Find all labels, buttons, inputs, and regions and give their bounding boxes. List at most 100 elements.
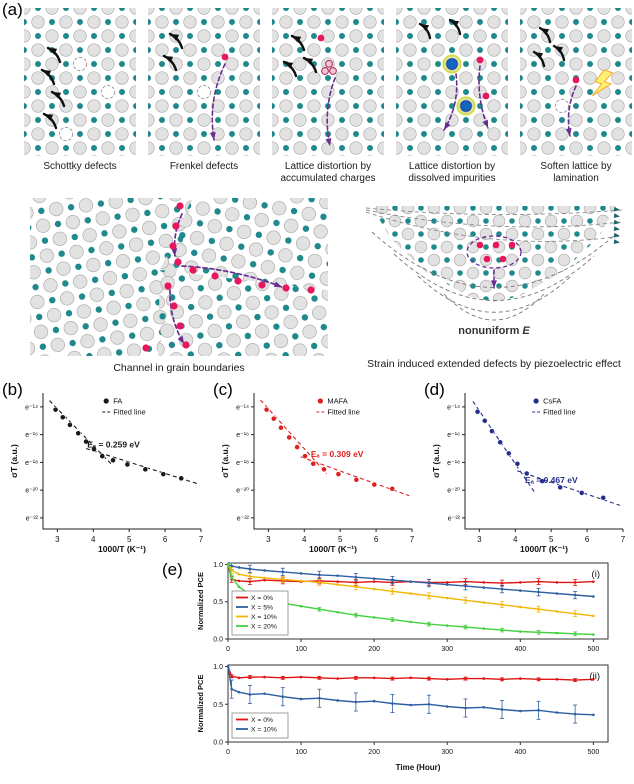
migrating-ion-icon <box>172 222 180 230</box>
svg-text:500: 500 <box>588 646 600 653</box>
migrating-ion-icon <box>282 284 290 292</box>
schottky-defects-diagram <box>24 8 136 156</box>
accumulated-charges-panel: Lattice distortion by accumulated charge… <box>272 8 384 185</box>
svg-text:400: 400 <box>514 749 526 756</box>
svg-text:7: 7 <box>199 535 204 544</box>
schottky-caption: Schottky defects <box>43 161 117 172</box>
svg-text:1.0: 1.0 <box>213 664 223 671</box>
lamination-caption: Soften lattice by lamination <box>540 161 612 185</box>
pce-stability-section: (e) 0 100 200 300 400 500 0.0 0.5 1.0 Normalized … <box>160 558 616 774</box>
svg-text:e⁻¹⁸: e⁻¹⁸ <box>447 460 460 467</box>
svg-text:1000/T (K⁻¹): 1000/T (K⁻¹) <box>309 544 357 554</box>
vacancy-icon <box>58 126 74 142</box>
svg-text:σT (a.u.): σT (a.u.) <box>431 444 441 478</box>
svg-text:e⁻²²: e⁻²² <box>26 515 39 522</box>
svg-text:4: 4 <box>302 535 307 544</box>
frenkel-caption: Frenkel defects <box>169 161 239 172</box>
migrating-ion-icon <box>483 255 491 263</box>
svg-text:σT (a.u.): σT (a.u.) <box>220 444 230 478</box>
svg-text:e⁻²²: e⁻²² <box>237 515 250 522</box>
impurity-atom-icon <box>460 100 472 112</box>
migrating-ion-icon <box>499 255 507 263</box>
svg-text:e⁻²⁰: e⁻²⁰ <box>236 487 249 495</box>
svg-text:3: 3 <box>55 535 60 544</box>
extended-defect-diagrams-row: Channel in grain boundaries nonuniform E… <box>30 198 628 374</box>
svg-text:5: 5 <box>549 535 554 544</box>
svg-text:X = 10%: X = 10% <box>251 614 277 621</box>
migrating-ion-icon <box>164 282 172 290</box>
accumulated-charges-diagram <box>272 8 384 156</box>
svg-text:3: 3 <box>477 535 482 544</box>
svg-text:e⁻¹⁶: e⁻¹⁶ <box>447 432 460 439</box>
svg-text:nonuniform E: nonuniform E <box>458 325 530 337</box>
svg-text:Eₐ = 0.309 eV: Eₐ = 0.309 eV <box>311 449 364 459</box>
arrhenius-chart-mafa: (c) 3 4 5 6 7 e⁻¹⁴ e⁻¹⁶ e⁻¹⁸ e⁻²⁰ e⁻²² 1000/T (K⁻¹… <box>211 378 422 555</box>
strain-arrow-icon <box>613 239 620 245</box>
svg-text:e⁻²⁰: e⁻²⁰ <box>25 487 38 495</box>
svg-text:e⁻¹⁴: e⁻¹⁴ <box>236 404 249 411</box>
svg-text:e⁻¹⁴: e⁻¹⁴ <box>447 404 460 411</box>
svg-text:e⁻¹⁶: e⁻¹⁶ <box>25 432 38 439</box>
pce-stability-chart-i: 0 100 200 300 400 500 0.0 0.5 1.0 Normalized PCE X… <box>196 562 609 653</box>
defect-diagrams-row: Schottky defects Frenkel defects Lattice… <box>24 8 632 185</box>
svg-text:MAFA: MAFA <box>327 397 347 406</box>
migrating-ion-icon <box>142 344 150 352</box>
grain-boundary-caption: Channel in grain boundaries <box>113 362 245 374</box>
dissolved-impurities-diagram <box>396 8 508 156</box>
migrating-ion-icon <box>182 341 190 349</box>
frenkel-defects-diagram <box>148 8 260 156</box>
grain-boundary-panel: Channel in grain boundaries <box>30 198 328 374</box>
migrating-ion-icon <box>508 241 516 249</box>
svg-text:0.0: 0.0 <box>213 740 223 747</box>
panel-b-label: (b) <box>2 380 23 399</box>
panel-a-label: (a) <box>2 0 23 19</box>
vacancy-icon <box>554 98 570 114</box>
migrating-ion-icon <box>258 281 266 289</box>
lamination-panel: Soften lattice by lamination <box>520 8 632 185</box>
svg-text:200: 200 <box>368 749 380 756</box>
svg-text:1000/T (K⁻¹): 1000/T (K⁻¹) <box>520 544 568 554</box>
svg-text:300: 300 <box>441 749 453 756</box>
dissolved-impurities-panel: Lattice distortion by dissolved impuriti… <box>396 8 508 185</box>
svg-text:6: 6 <box>163 535 168 544</box>
pce-charts-stack: 0 100 200 300 400 500 0.0 0.5 1.0 Normalized PCE X… <box>192 558 616 774</box>
strain-arrow-icon <box>613 206 620 212</box>
svg-text:3: 3 <box>266 535 271 544</box>
svg-text:X = 10%: X = 10% <box>251 727 277 734</box>
migrating-ion-icon <box>234 277 242 285</box>
migrating-ion-icon <box>476 56 484 64</box>
svg-text:100: 100 <box>295 646 307 653</box>
svg-text:0.0: 0.0 <box>213 637 223 644</box>
migrating-ion-icon <box>176 322 184 330</box>
svg-text:Normalized PCE: Normalized PCE <box>196 675 205 733</box>
schottky-panel: Schottky defects <box>24 8 136 185</box>
svg-text:e⁻²⁰: e⁻²⁰ <box>447 487 460 495</box>
migrating-ion-icon <box>572 76 580 84</box>
svg-text:0: 0 <box>226 646 230 653</box>
svg-text:(ii): (ii) <box>589 671 600 682</box>
dissolved-impurities-caption: Lattice distortion by dissolved impuriti… <box>408 161 496 185</box>
svg-text:e⁻¹⁴: e⁻¹⁴ <box>25 404 38 411</box>
svg-text:4: 4 <box>91 535 96 544</box>
charge-cluster-icon <box>325 59 333 68</box>
svg-text:Eₐ = 0.467 eV: Eₐ = 0.467 eV <box>525 475 578 485</box>
panel-c-label: (c) <box>213 380 233 399</box>
panel-e-label: (e) <box>162 560 183 579</box>
svg-text:FA: FA <box>113 397 122 406</box>
migrating-ion-icon <box>176 202 184 210</box>
svg-text:Eₐ = 0.259 eV: Eₐ = 0.259 eV <box>87 439 140 449</box>
svg-text:e⁻¹⁸: e⁻¹⁸ <box>236 460 249 467</box>
strain-arrow-icon <box>613 226 620 232</box>
charge-cluster-icon <box>321 67 329 75</box>
svg-text:100: 100 <box>295 749 307 756</box>
arrhenius-plot-mafa: 3 4 5 6 7 e⁻¹⁴ e⁻¹⁶ e⁻¹⁸ e⁻²⁰ e⁻²² 1000/T (K⁻¹) σT … <box>220 393 415 554</box>
svg-text:Normalized PCE: Normalized PCE <box>196 572 205 630</box>
migrating-ion-icon <box>189 266 197 274</box>
svg-text:4: 4 <box>513 535 518 544</box>
svg-text:X = 5%: X = 5% <box>251 605 273 612</box>
migrating-ion-icon <box>482 92 490 100</box>
svg-text:e⁻²²: e⁻²² <box>448 515 461 522</box>
svg-text:200: 200 <box>368 646 380 653</box>
grain-boundary-diagram <box>30 198 328 356</box>
